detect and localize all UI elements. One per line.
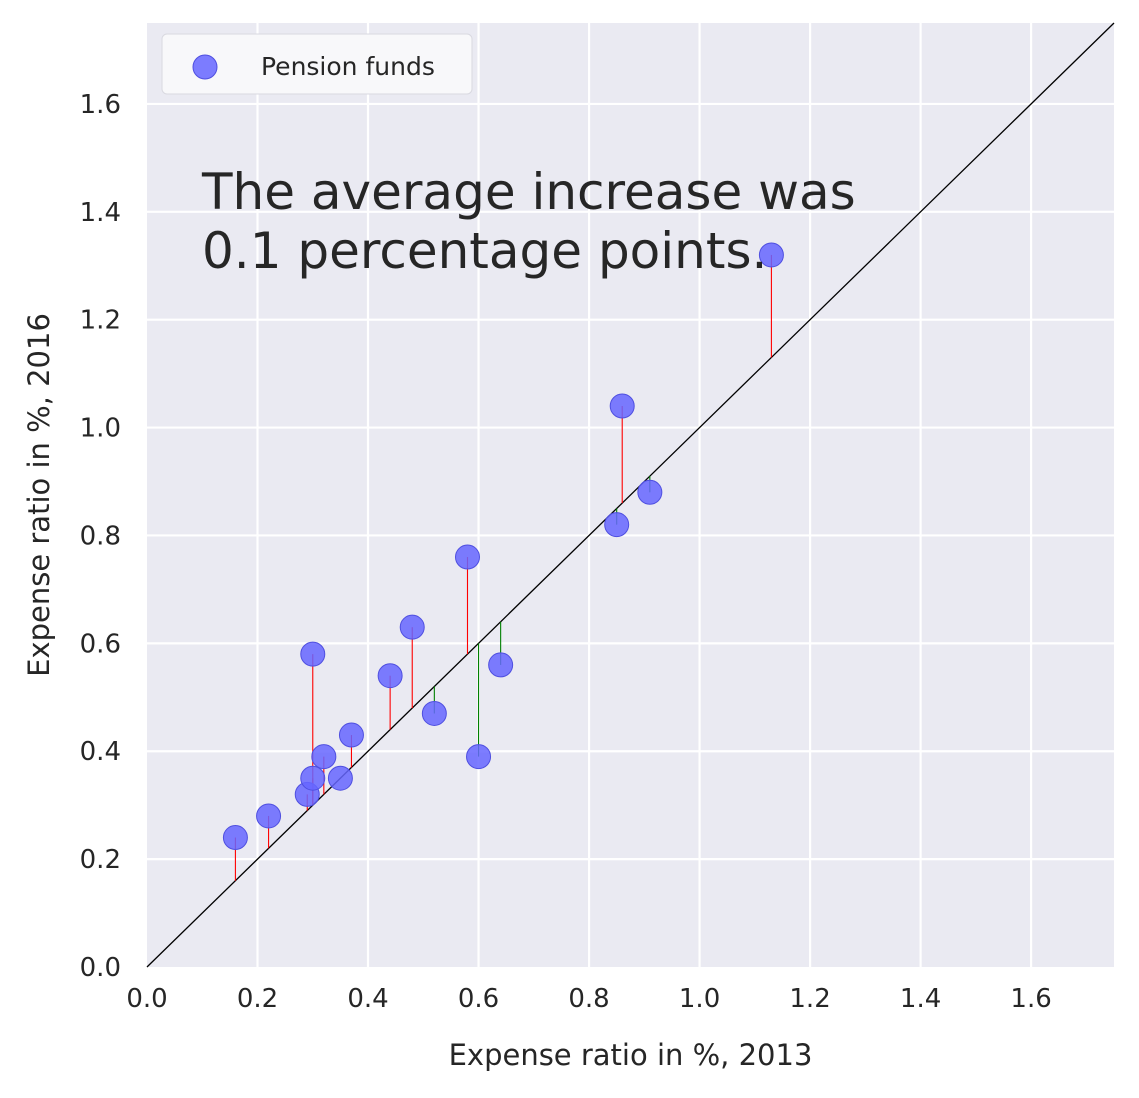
data-point (758, 242, 784, 268)
x-tick-label: 0.0 (126, 984, 167, 1014)
annotation-line-1: The average increase was (201, 163, 856, 221)
x-tick-label: 0.8 (568, 984, 609, 1014)
grid-lines (147, 23, 1114, 967)
annotation-line-2: 0.1 percentage points. (202, 222, 767, 280)
data-point (327, 765, 353, 791)
legend: Pension funds (161, 33, 473, 95)
data-point (454, 544, 480, 570)
x-tick-label: 0.2 (237, 984, 278, 1014)
data-point (222, 825, 248, 851)
reference-line-group (146, 22, 1115, 968)
y-tick-label: 1.2 (80, 306, 121, 336)
y-axis-label: Expense ratio in %, 2016 (22, 313, 56, 677)
x-tick-label: 1.4 (900, 984, 941, 1014)
data-point (300, 765, 326, 791)
x-tick-labels: 0.0 0.2 0.4 0.6 0.8 1.0 1.2 1.4 1.6 (126, 984, 1051, 1014)
y-tick-label: 0.2 (80, 845, 121, 875)
x-tick-label: 0.6 (458, 984, 499, 1014)
reference-line (146, 22, 1115, 968)
y-tick-label: 0.6 (80, 629, 121, 659)
y-tick-label: 0.0 (80, 953, 121, 983)
data-point (488, 652, 514, 678)
x-tick-label: 1.6 (1010, 984, 1051, 1014)
y-tick-label: 1.4 (80, 198, 121, 228)
legend-marker (192, 54, 218, 80)
legend-box (161, 33, 473, 95)
data-point (300, 641, 326, 667)
data-point (466, 744, 492, 770)
x-axis-label: Expense ratio in %, 2013 (449, 1038, 813, 1072)
data-point (421, 700, 447, 726)
y-tick-label: 0.8 (80, 521, 121, 551)
data-point (256, 803, 282, 829)
data-points (222, 242, 784, 851)
data-point (311, 744, 337, 770)
x-tick-label: 1.0 (679, 984, 720, 1014)
y-tick-labels: 0.0 0.2 0.4 0.6 0.8 1.0 1.2 1.4 1.6 (80, 90, 121, 983)
x-tick-label: 1.2 (789, 984, 830, 1014)
y-tick-label: 1.6 (80, 90, 121, 120)
data-point (604, 512, 630, 538)
data-point (338, 722, 364, 748)
data-point (609, 393, 635, 419)
y-tick-label: 1.0 (80, 414, 121, 444)
data-point (377, 663, 403, 689)
legend-label: Pension funds (261, 52, 435, 81)
x-tick-label: 0.4 (347, 984, 388, 1014)
data-point (399, 614, 425, 640)
data-point (637, 479, 663, 505)
y-tick-label: 0.4 (80, 737, 121, 767)
